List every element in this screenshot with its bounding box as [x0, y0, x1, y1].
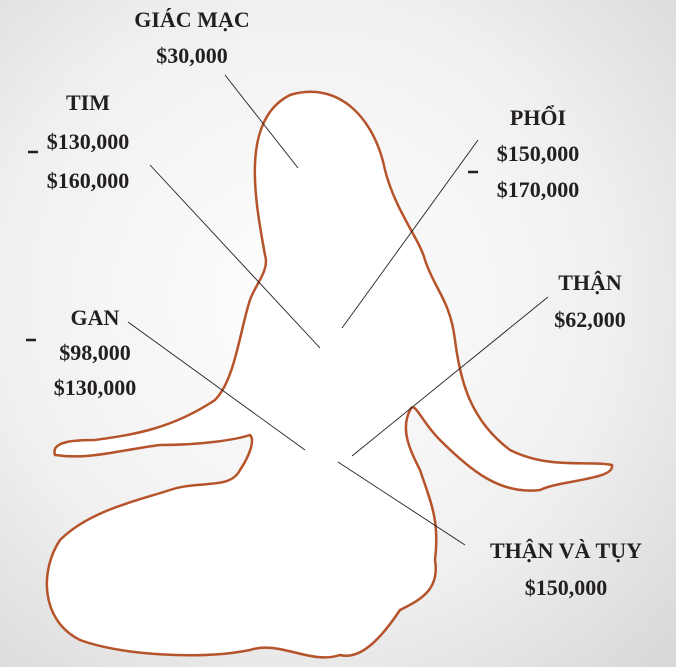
organ-price: $98,000 [59, 340, 131, 365]
organ-price: $130,000 [54, 375, 137, 400]
organ-price: $160,000 [47, 168, 130, 193]
organ-name: THẬN [558, 270, 622, 295]
organ-name: THẬN VÀ TỤY [490, 538, 642, 563]
organ-price: $30,000 [156, 43, 228, 68]
organ-name: PHỔI [510, 105, 566, 130]
organ-price: $130,000 [47, 129, 130, 154]
page: {"organs": [ {"name": "GIÁC MẠC", "price… [0, 0, 676, 667]
organ-name: GIÁC MẠC [134, 7, 250, 32]
organ-name: GAN [71, 305, 120, 330]
organ-price: $150,000 [497, 141, 580, 166]
organ-name: TIM [66, 90, 110, 115]
organ-price: $62,000 [554, 307, 626, 332]
organ-price: $170,000 [497, 177, 580, 202]
infographic: GIÁC MẠC $30,000 TIM $130,000 $160,000 PHỔI $1… [0, 0, 676, 667]
organ-price: $150,000 [525, 575, 608, 600]
